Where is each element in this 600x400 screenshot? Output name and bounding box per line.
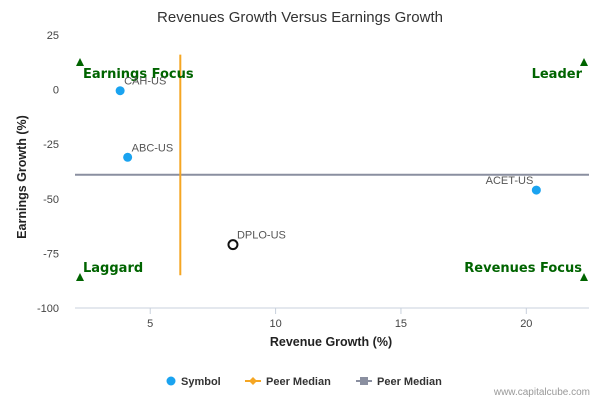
data-label-acet-us: ACET-US (486, 175, 534, 187)
data-point-cah-us[interactable] (115, 86, 125, 96)
credit-text: www.capitalcube.com (493, 387, 590, 398)
data-point-abc-us[interactable] (123, 152, 133, 162)
quadrant-marker-bottom-right (580, 273, 588, 281)
x-tick-label: 20 (520, 318, 532, 330)
legend-square-marker (360, 377, 368, 385)
x-axis-title: Revenue Growth (%) (270, 335, 392, 349)
y-tick-label: -100 (37, 303, 59, 315)
y-tick-label: 25 (47, 30, 59, 42)
quadrant-label-leader: Leader (532, 67, 583, 82)
legend-label: Peer Median (266, 376, 331, 388)
data-label-dplo-us: DPLO-US (237, 230, 286, 242)
y-tick-label: -50 (43, 194, 59, 206)
legend-item[interactable]: Peer Median (356, 376, 442, 388)
quadrant-marker-bottom-left (76, 273, 84, 281)
data-label-abc-us: ABC-US (132, 142, 174, 154)
x-tick-label: 5 (147, 318, 153, 330)
y-tick-label: -75 (43, 248, 59, 260)
legend-label: Symbol (181, 376, 221, 388)
data-label-cah-us: CAH-US (124, 76, 166, 88)
legend-symbol-marker (166, 376, 176, 386)
legend-item[interactable]: Symbol (166, 376, 221, 388)
quadrant-label-earnings-focus: Earnings Focus (83, 67, 194, 82)
x-tick-label: 10 (269, 318, 281, 330)
quadrant-marker-top-left (76, 58, 84, 66)
y-axis-title: Earnings Growth (%) (15, 115, 29, 239)
legend-item[interactable]: Peer Median (245, 376, 331, 388)
legend-diamond-marker (249, 377, 257, 385)
quadrant-label-laggard: Laggard (83, 261, 143, 276)
quadrant-marker-top-right (580, 58, 588, 66)
quadrant-label-revenues-focus: Revenues Focus (464, 261, 582, 276)
data-point-dplo-us[interactable] (227, 239, 239, 251)
y-tick-label: -25 (43, 139, 59, 151)
x-tick-label: 15 (395, 318, 407, 330)
legend-label: Peer Median (377, 376, 442, 388)
chart-title: Revenues Growth Versus Earnings Growth (157, 9, 443, 26)
data-point-acet-us[interactable] (531, 185, 541, 195)
y-tick-label: 0 (53, 85, 59, 97)
